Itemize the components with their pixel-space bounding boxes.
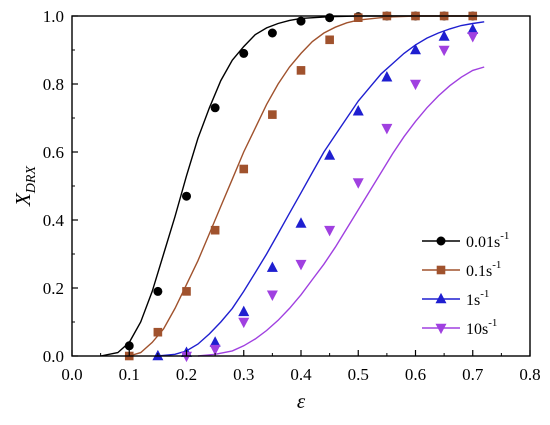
- data-point-series-2: [381, 71, 393, 82]
- data-point-series-0: [296, 16, 306, 26]
- series-curve-2: [157, 21, 485, 357]
- data-point-series-1: [353, 13, 363, 22]
- data-point-series-1: [153, 327, 163, 337]
- data-point-series-3: [209, 344, 221, 356]
- legend-marker: [435, 323, 447, 335]
- data-point-series-2: [266, 261, 278, 272]
- data-point-series-1: [296, 66, 306, 75]
- x-tick-label: 0.3: [233, 365, 254, 384]
- data-point-series-3: [410, 79, 421, 91]
- y-axis-title-main: X: [11, 192, 35, 207]
- x-tick-label: 0.6: [405, 365, 426, 384]
- x-tick-label: 0.2: [176, 365, 197, 384]
- data-point-series-0: [182, 191, 192, 201]
- x-tick-label: 0.1: [119, 365, 140, 384]
- legend-label-superscript: -1: [500, 230, 509, 242]
- y-tick-label: 0.8: [43, 75, 64, 94]
- data-point-series-3: [381, 123, 393, 135]
- series-curve-3: [197, 66, 485, 357]
- data-point-series-0: [210, 103, 220, 113]
- legend-label: 10s-1: [466, 317, 497, 338]
- legend-label: 0.01s-1: [466, 230, 509, 251]
- data-point-series-2: [238, 305, 250, 317]
- legend-label-superscript: -1: [492, 259, 501, 271]
- data-point-series-3: [324, 225, 336, 237]
- legend-background: [418, 222, 524, 344]
- data-point-series-2: [324, 149, 336, 160]
- legend-label-text: 0.1s: [466, 263, 492, 280]
- data-point-series-1: [325, 35, 334, 45]
- y-tick-label: 0.0: [43, 347, 64, 366]
- legend-marker: [436, 236, 446, 246]
- y-axis-title: XDRX: [11, 166, 39, 207]
- legend-label-superscript: -1: [488, 317, 497, 329]
- data-point-series-1: [182, 287, 191, 296]
- ticks-layer: [71, 15, 531, 357]
- legend-marker: [436, 265, 446, 275]
- series-curve-1: [129, 15, 473, 357]
- data-point-series-3: [438, 45, 450, 57]
- x-tick-label: 0.0: [61, 365, 82, 384]
- tick-labels-layer: 0.0 0.1 0.2 0.3 0.4 0.5 0.6 0.7 0.8 0.0 0.2 0.4 0.6 0…: [43, 7, 541, 384]
- legend-label-text: 0.01s: [466, 234, 500, 251]
- data-point-series-3: [266, 290, 278, 301]
- x-tick-label: 0.4: [290, 365, 312, 384]
- y-tick-label: 0.2: [43, 279, 64, 298]
- y-tick-label: 0.4: [43, 211, 65, 230]
- legend-label-superscript: -1: [480, 288, 489, 300]
- data-point-series-2: [410, 43, 421, 55]
- x-tick-label: 0.5: [348, 365, 369, 384]
- legend-label-text: 1s: [466, 292, 480, 309]
- data-point-series-1: [210, 225, 220, 235]
- y-axis-title-subscript: DRX: [24, 166, 39, 195]
- data-point-series-3: [295, 259, 307, 271]
- series-curve-0: [100, 15, 473, 357]
- data-point-series-0: [267, 28, 277, 38]
- data-point-series-0: [325, 13, 335, 23]
- data-point-series-2: [438, 30, 450, 41]
- data-point-series-3: [352, 178, 364, 189]
- data-point-series-0: [239, 48, 249, 58]
- data-point-series-1: [239, 164, 249, 174]
- x-tick-label: 0.8: [519, 365, 540, 384]
- x-axis-title: ε: [297, 389, 306, 413]
- legend-marker: [435, 292, 447, 304]
- legend-label: 1s-1: [466, 288, 489, 309]
- data-point-series-1: [268, 110, 277, 119]
- legend-label: 0.1s-1: [466, 259, 501, 280]
- y-tick-label: 1.0: [43, 7, 64, 26]
- data-point-series-2: [295, 217, 307, 228]
- x-tick-label: 0.7: [462, 365, 484, 384]
- legend-label-text: 10s: [466, 321, 488, 338]
- markers-layer: [124, 11, 479, 363]
- data-point-series-3: [467, 32, 479, 43]
- y-tick-label: 0.6: [43, 143, 64, 162]
- data-point-series-0: [124, 341, 134, 351]
- data-point-series-0: [153, 286, 163, 296]
- data-point-series-2: [352, 105, 364, 116]
- data-point-series-3: [238, 317, 250, 329]
